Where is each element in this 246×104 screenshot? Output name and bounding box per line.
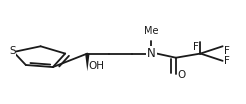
Text: O: O [177, 70, 185, 80]
Text: F: F [224, 46, 230, 56]
Polygon shape [85, 54, 90, 71]
Text: F: F [193, 42, 199, 52]
Text: N: N [147, 47, 156, 60]
Text: Me: Me [144, 26, 158, 36]
Text: F: F [224, 56, 230, 66]
Text: OH: OH [89, 61, 105, 71]
Text: S: S [9, 46, 15, 56]
